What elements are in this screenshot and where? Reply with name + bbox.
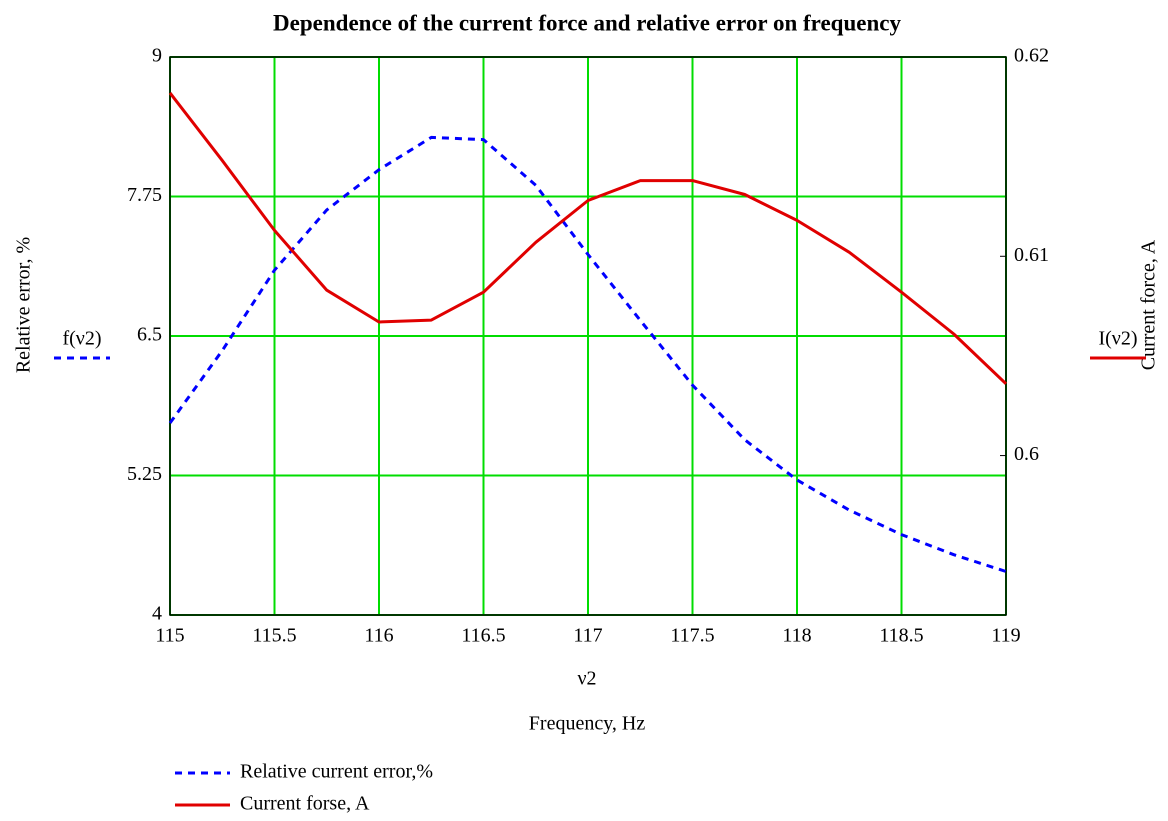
y2-tick-label: 0.6 xyxy=(1014,443,1039,465)
x-tick-label: 115 xyxy=(155,625,184,647)
x-tick-label: 118.5 xyxy=(879,625,923,647)
x-tick-label: 117.5 xyxy=(670,625,714,647)
x-axis-label: Frequency, Hz xyxy=(529,713,646,735)
y2-axis-label: Current force, A xyxy=(1138,239,1160,370)
y-axis-label: Relative error, % xyxy=(13,237,35,373)
x-tick-label: 117 xyxy=(573,625,602,647)
trace-label: f(ν2) xyxy=(62,328,101,350)
x-tick-label: 115.5 xyxy=(252,625,296,647)
y-tick-label: 4 xyxy=(152,603,162,625)
y-tick-label: 9 xyxy=(152,45,162,67)
x-tick-label: 119 xyxy=(991,625,1020,647)
series-line xyxy=(168,135,1007,573)
x-tick-label: 116 xyxy=(364,625,393,647)
plot-frame xyxy=(169,56,1007,616)
y2-tick-label: 0.61 xyxy=(1014,244,1049,266)
x-tick-label: 118 xyxy=(782,625,811,647)
chart-title: Dependence of the current force and rela… xyxy=(273,10,901,35)
series-line xyxy=(168,91,1008,385)
trace-label: I(ν2) xyxy=(1098,328,1137,350)
x-tick-label: 116.5 xyxy=(461,625,505,647)
legend-label: Relative current error,% xyxy=(240,761,433,783)
y2-tick-label: 0.62 xyxy=(1014,45,1049,67)
y-tick-label: 6.5 xyxy=(137,324,162,346)
legend-label: Current forse, A xyxy=(240,793,370,815)
y-tick-label: 7.75 xyxy=(127,184,162,206)
y-tick-label: 5.25 xyxy=(127,463,162,485)
x-variable: ν2 xyxy=(577,668,596,690)
